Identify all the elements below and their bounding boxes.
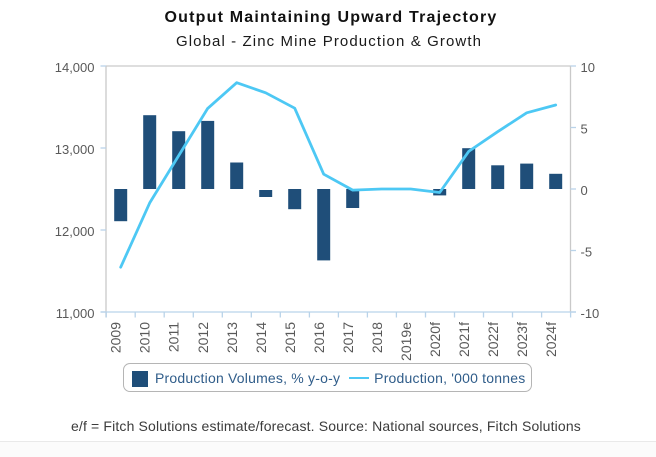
svg-text:-10: -10 <box>581 306 600 321</box>
svg-text:2018: 2018 <box>369 322 385 353</box>
svg-text:2024f: 2024f <box>543 322 559 357</box>
svg-text:2009: 2009 <box>108 322 124 353</box>
svg-text:2023f: 2023f <box>514 322 530 357</box>
svg-text:2022f: 2022f <box>485 322 501 357</box>
svg-text:13,000: 13,000 <box>55 142 95 157</box>
svg-text:2017: 2017 <box>340 322 356 353</box>
svg-text:2019e: 2019e <box>398 322 414 361</box>
svg-text:12,000: 12,000 <box>55 224 95 239</box>
svg-text:2016: 2016 <box>311 322 327 353</box>
svg-text:5: 5 <box>581 122 588 137</box>
svg-text:2010: 2010 <box>137 322 153 353</box>
svg-text:-5: -5 <box>581 245 593 260</box>
svg-text:2021f: 2021f <box>456 322 472 357</box>
svg-text:2014: 2014 <box>253 322 269 353</box>
svg-text:10: 10 <box>581 60 595 75</box>
svg-text:2020f: 2020f <box>427 322 443 357</box>
svg-text:2015: 2015 <box>282 322 298 353</box>
svg-text:14,000: 14,000 <box>55 60 95 75</box>
svg-text:0: 0 <box>581 183 588 198</box>
svg-text:2013: 2013 <box>224 322 240 353</box>
svg-text:2011: 2011 <box>166 322 182 352</box>
svg-text:2012: 2012 <box>195 322 211 353</box>
svg-text:11,000: 11,000 <box>56 306 95 321</box>
